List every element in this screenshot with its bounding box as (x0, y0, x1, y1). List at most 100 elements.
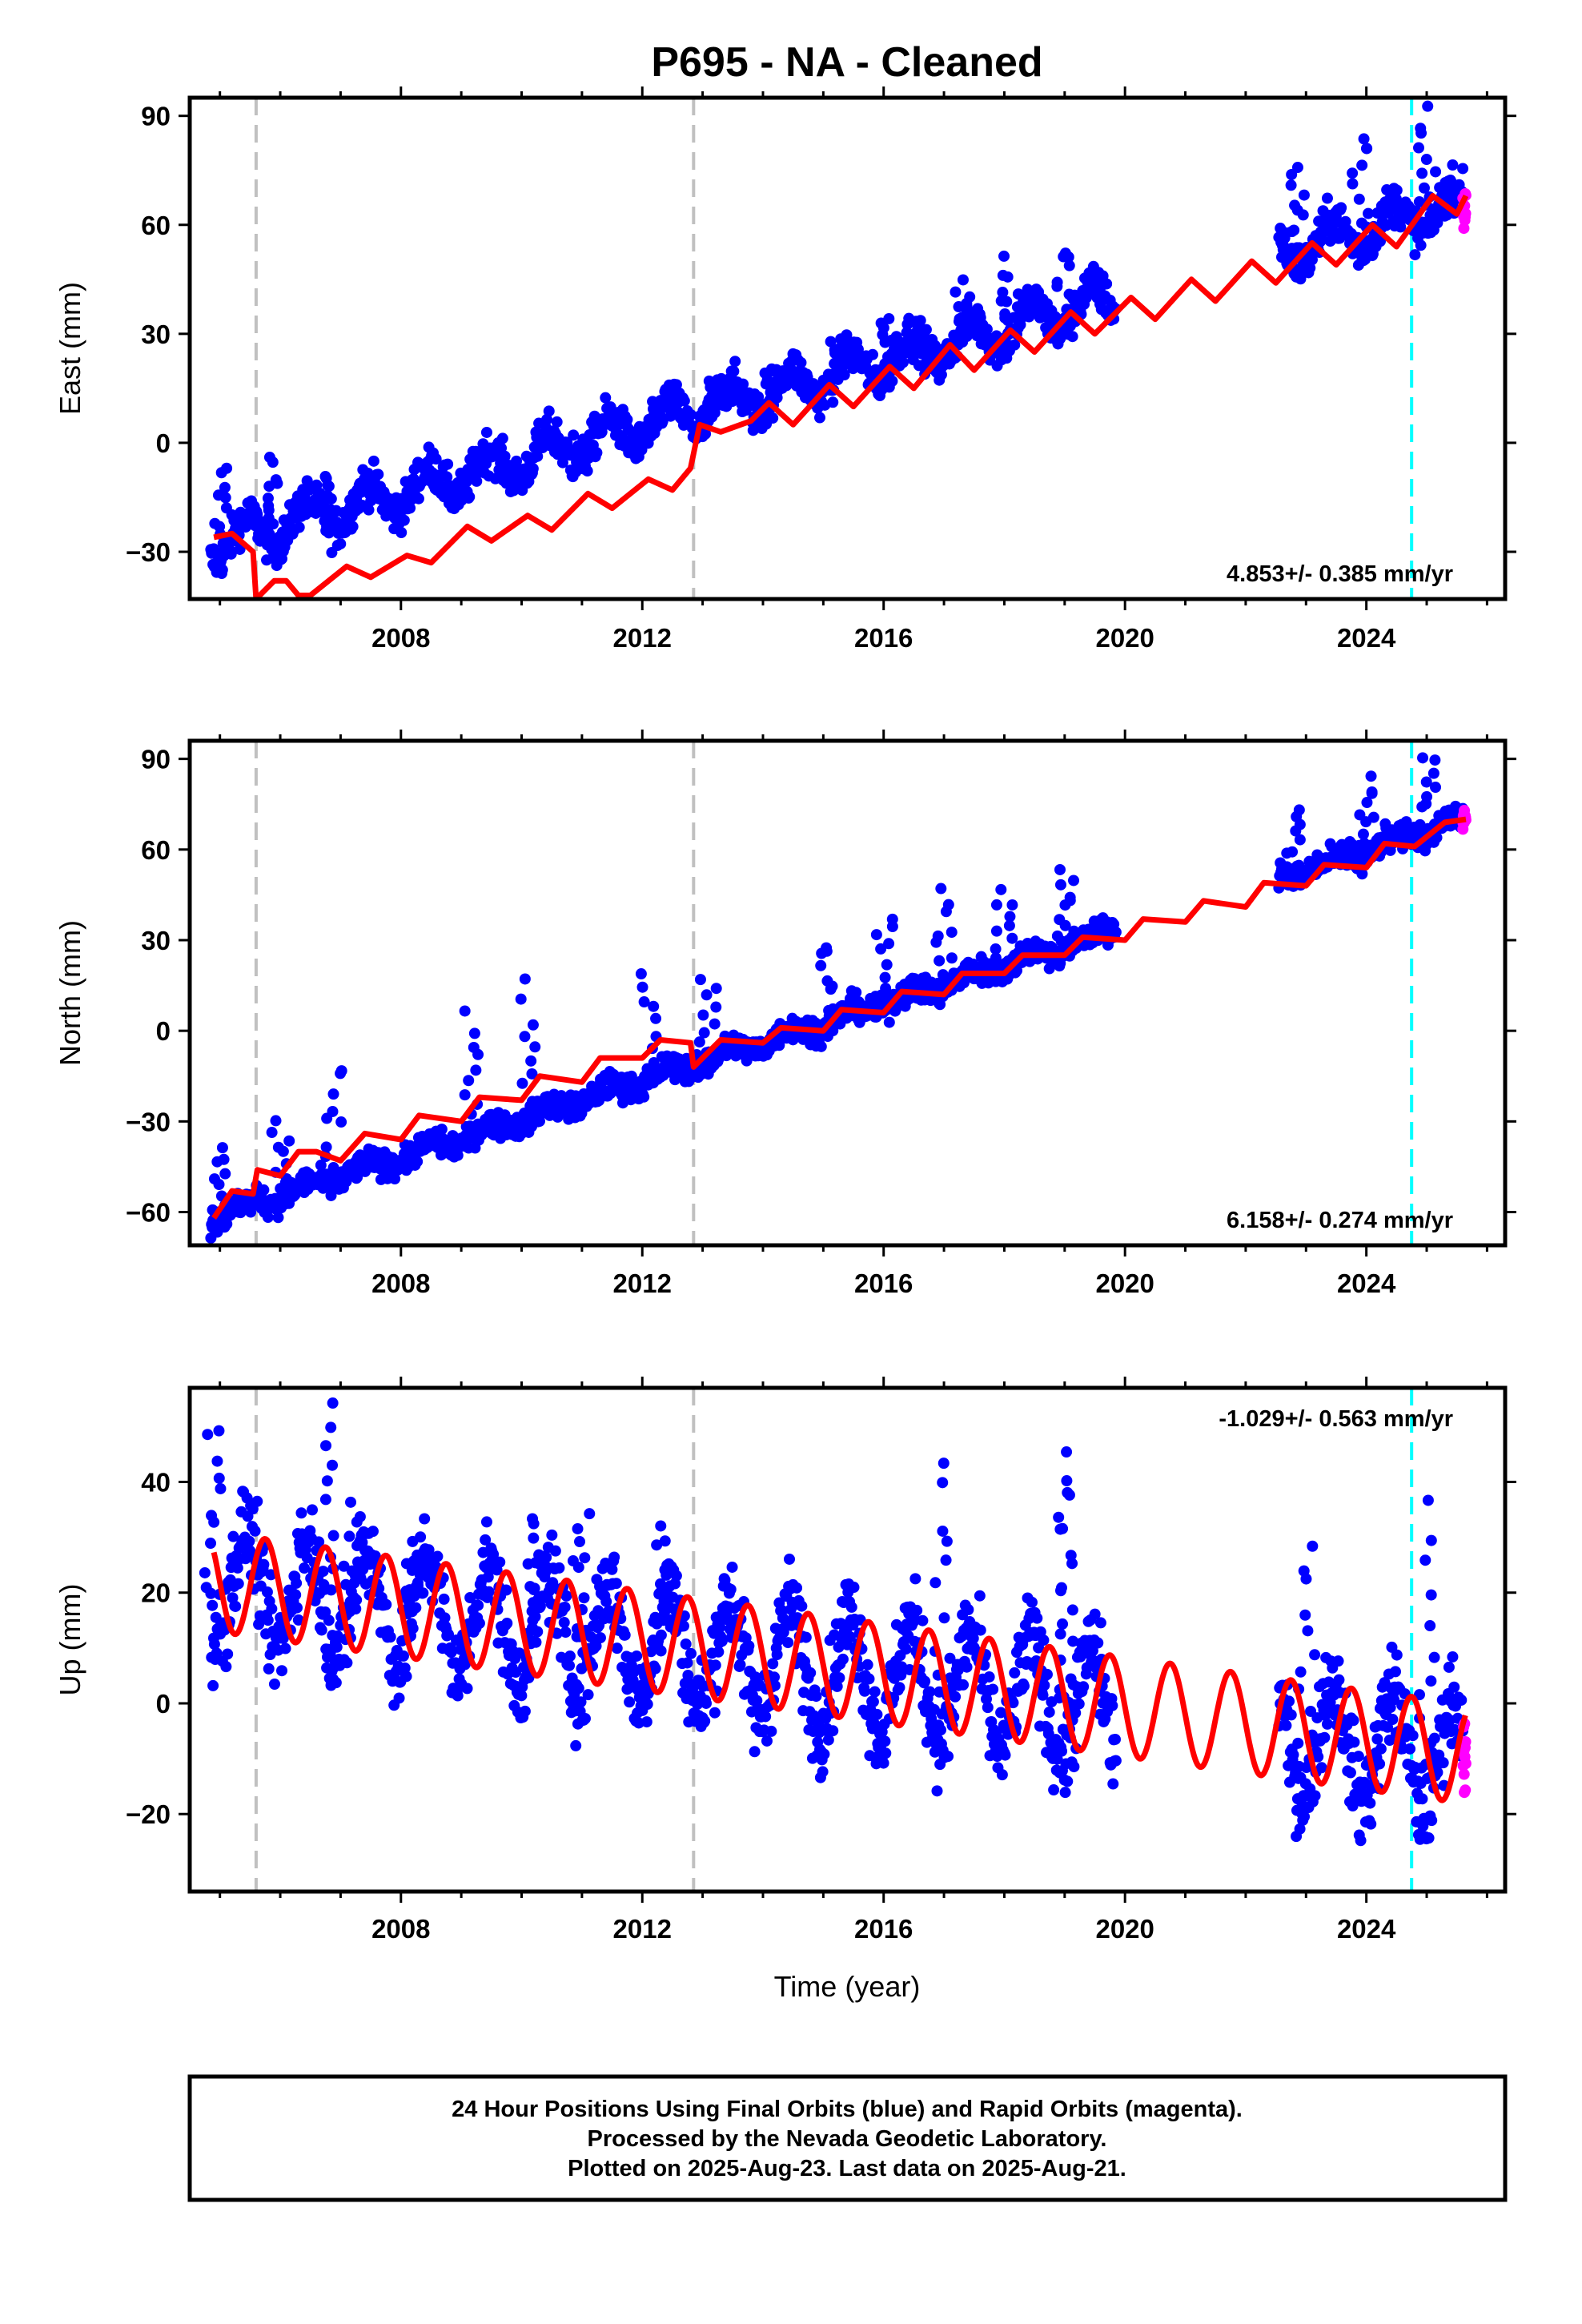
data-point (327, 1088, 339, 1100)
data-point (833, 1641, 845, 1653)
data-point (998, 250, 1010, 262)
data-point (831, 1680, 843, 1692)
data-point (957, 274, 969, 286)
data-point (1291, 162, 1303, 174)
data-point (1422, 100, 1434, 112)
y-tick-label: −60 (126, 1198, 171, 1228)
data-point (438, 1593, 450, 1605)
data-point (886, 913, 898, 925)
data-point (1339, 215, 1351, 227)
data-point (393, 1692, 405, 1704)
data-point (263, 1663, 275, 1675)
data-point (859, 1685, 871, 1697)
data-point (701, 989, 713, 1001)
data-point (813, 412, 825, 424)
data-point (243, 1535, 255, 1547)
data-point (1344, 1767, 1356, 1779)
plot-area-east (205, 98, 1472, 599)
data-point (734, 1659, 746, 1671)
data-point (1404, 1743, 1416, 1755)
data-point (341, 1657, 353, 1669)
data-point (1413, 142, 1425, 154)
data-point (950, 286, 962, 298)
y-tick-label: 0 (156, 1016, 171, 1046)
data-point (1319, 1731, 1331, 1743)
data-point (1366, 787, 1378, 799)
data-point (935, 368, 947, 380)
data-point (330, 1677, 342, 1689)
data-point (216, 564, 228, 576)
data-point (501, 1618, 513, 1630)
data-point (1063, 259, 1075, 271)
data-point (272, 1141, 284, 1153)
data-point (222, 535, 234, 547)
data-point (877, 328, 889, 340)
data-point (575, 1696, 587, 1708)
y-tick-label: −30 (126, 1107, 171, 1136)
data-point (551, 416, 563, 428)
data-point (1063, 288, 1075, 300)
data-point (579, 1713, 591, 1725)
data-point (1457, 163, 1469, 175)
data-point (753, 391, 765, 403)
data-point (1348, 1736, 1360, 1748)
data-point (1070, 1707, 1082, 1719)
data-point (1062, 1775, 1074, 1787)
data-point (606, 1563, 618, 1575)
data-point (693, 1036, 705, 1048)
data-point (881, 959, 893, 971)
data-point (999, 312, 1011, 324)
data-point (1101, 278, 1113, 290)
data-point (1363, 207, 1375, 219)
data-point (827, 1003, 839, 1015)
data-point (655, 1629, 667, 1641)
model-curve-north (211, 816, 1467, 1220)
data-point (384, 1631, 396, 1643)
x-tick-label: 2008 (371, 1269, 430, 1298)
data-point (528, 1104, 540, 1116)
data-point (1306, 254, 1318, 266)
data-point (1335, 202, 1347, 214)
data-point (560, 1590, 572, 1602)
data-point (1031, 1612, 1043, 1624)
data-point (208, 1638, 220, 1651)
data-point (1387, 1713, 1399, 1725)
data-point (741, 1055, 753, 1067)
data-point (713, 1646, 725, 1658)
data-point (335, 1065, 347, 1077)
data-point (1413, 196, 1425, 208)
data-point (1333, 1674, 1345, 1686)
data-point (306, 1504, 318, 1516)
data-point (519, 1031, 531, 1043)
data-point (974, 1624, 986, 1636)
data-point (225, 548, 237, 560)
data-point (710, 398, 722, 410)
data-point (1068, 1761, 1080, 1773)
data-point (770, 376, 782, 388)
data-point (480, 1516, 492, 1528)
data-point (480, 1534, 492, 1546)
data-point (761, 1735, 773, 1747)
data-point (372, 468, 384, 480)
data-point (883, 312, 895, 324)
data-point (895, 1669, 907, 1681)
data-point (468, 1041, 480, 1053)
data-point (729, 356, 741, 368)
data-point (1426, 1815, 1438, 1827)
data-point (871, 1708, 883, 1720)
data-point (893, 1682, 905, 1694)
data-point (327, 1162, 339, 1174)
data-point (919, 1675, 931, 1687)
data-point (1294, 834, 1306, 846)
data-point (621, 413, 633, 425)
data-point (710, 983, 722, 995)
data-point (317, 1566, 329, 1578)
data-point (997, 287, 1009, 299)
data-point (1064, 895, 1076, 907)
data-point (833, 1672, 845, 1684)
data-point (436, 1124, 448, 1136)
data-point (315, 1160, 327, 1172)
data-point (1285, 179, 1297, 191)
data-point (1448, 1681, 1460, 1693)
data-point (837, 1653, 849, 1665)
